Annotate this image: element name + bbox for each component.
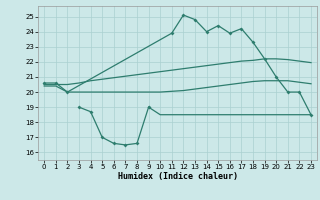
- X-axis label: Humidex (Indice chaleur): Humidex (Indice chaleur): [118, 172, 238, 181]
